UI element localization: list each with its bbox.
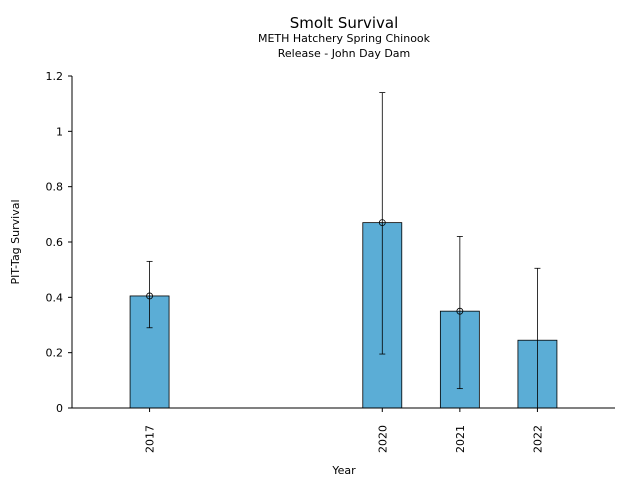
point-marker-2020 bbox=[378, 219, 386, 227]
x-tick-label: 2020 bbox=[376, 425, 389, 453]
x-tick-label: 2017 bbox=[144, 425, 157, 453]
y-tick-label: 0 bbox=[56, 402, 63, 415]
y-tick-label: 1 bbox=[56, 125, 63, 138]
point-marker-2017 bbox=[146, 292, 153, 300]
y-tick-label: 0.4 bbox=[46, 291, 64, 304]
point-marker-2021 bbox=[456, 307, 464, 315]
x-axis-label: Year bbox=[331, 464, 356, 477]
y-tick-label: 0.2 bbox=[46, 347, 64, 360]
y-tick-label: 0.8 bbox=[46, 181, 64, 194]
error-bars-group bbox=[146, 92, 541, 408]
x-tick-label: 2022 bbox=[531, 425, 544, 453]
y-tick-label: 0.6 bbox=[46, 236, 64, 249]
y-ticks-group: 0 0.2 0.4 0.6 0.8 1 1.2 bbox=[46, 70, 72, 415]
chart-subtitle-line-1: METH Hatchery Spring Chinook bbox=[258, 32, 431, 45]
y-tick-label: 1.2 bbox=[46, 70, 64, 83]
chart-title: Smolt Survival bbox=[290, 14, 399, 32]
y-axis-label: PIT-Tag Survival bbox=[9, 199, 22, 284]
x-tick-label: 2021 bbox=[454, 425, 467, 453]
bars-group bbox=[129, 222, 558, 409]
x-ticks-group: 2017 2020 2021 2022 bbox=[144, 408, 544, 453]
chart-subtitle-line-2: Release - John Day Dam bbox=[278, 47, 411, 60]
